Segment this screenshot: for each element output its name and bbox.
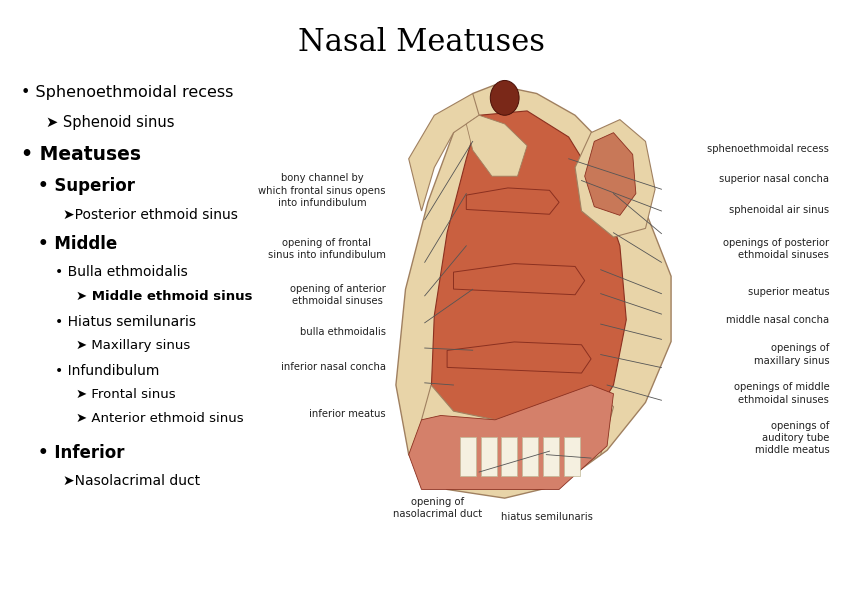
Text: • Sphenoethmoidal recess: • Sphenoethmoidal recess — [21, 85, 233, 100]
Text: openings of
maxillary sinus: openings of maxillary sinus — [754, 343, 829, 366]
Polygon shape — [447, 342, 591, 373]
Text: • Bulla ethmoidalis: • Bulla ethmoidalis — [55, 265, 188, 280]
Text: sphenoidal air sinus: sphenoidal air sinus — [729, 205, 829, 215]
Text: sphenoethmoidal recess: sphenoethmoidal recess — [707, 144, 829, 154]
Polygon shape — [466, 188, 559, 214]
Text: opening of
nasolacrimal duct: opening of nasolacrimal duct — [393, 496, 482, 519]
Text: bulla ethmoidalis: bulla ethmoidalis — [300, 327, 386, 337]
Polygon shape — [431, 111, 626, 481]
Text: openings of posterior
ethmoidal sinuses: openings of posterior ethmoidal sinuses — [723, 238, 829, 260]
Polygon shape — [584, 133, 636, 215]
Text: ➤Posterior ethmoid sinus: ➤Posterior ethmoid sinus — [63, 207, 238, 222]
Polygon shape — [481, 437, 497, 476]
Text: • Hiatus semilunaris: • Hiatus semilunaris — [55, 315, 195, 329]
Text: hiatus semilunaris: hiatus semilunaris — [501, 513, 594, 522]
Text: • Infundibulum: • Infundibulum — [55, 364, 159, 378]
Text: ➤ Middle ethmoid sinus: ➤ Middle ethmoid sinus — [76, 290, 253, 303]
Text: • Inferior: • Inferior — [38, 444, 125, 462]
Ellipse shape — [490, 80, 520, 115]
Polygon shape — [408, 385, 614, 489]
Text: • Middle: • Middle — [38, 235, 117, 253]
Text: Nasal Meatuses: Nasal Meatuses — [297, 27, 545, 58]
Polygon shape — [454, 263, 584, 295]
Polygon shape — [575, 120, 655, 237]
Text: ➤Nasolacrimal duct: ➤Nasolacrimal duct — [63, 474, 200, 488]
Polygon shape — [543, 437, 559, 476]
Polygon shape — [422, 385, 614, 481]
Text: superior nasal concha: superior nasal concha — [719, 174, 829, 184]
Text: • Meatuses: • Meatuses — [21, 145, 141, 164]
Text: ➤ Maxillary sinus: ➤ Maxillary sinus — [76, 339, 190, 352]
Text: openings of middle
ethmoidal sinuses: openings of middle ethmoidal sinuses — [733, 382, 829, 405]
Text: ➤ Anterior ethmoid sinus: ➤ Anterior ethmoid sinus — [76, 412, 243, 425]
Text: bony channel by
which frontal sinus opens
into infundibulum: bony channel by which frontal sinus open… — [258, 173, 386, 208]
Polygon shape — [466, 115, 527, 176]
Text: inferior meatus: inferior meatus — [309, 409, 386, 419]
Polygon shape — [522, 437, 538, 476]
Text: ➤ Sphenoid sinus: ➤ Sphenoid sinus — [46, 114, 175, 130]
Text: opening of frontal
sinus into infundibulum: opening of frontal sinus into infundibul… — [268, 238, 386, 260]
Text: inferior nasal concha: inferior nasal concha — [280, 362, 386, 371]
Polygon shape — [460, 437, 476, 476]
Text: openings of
auditory tube
middle meatus: openings of auditory tube middle meatus — [754, 421, 829, 455]
Text: ➤ Frontal sinus: ➤ Frontal sinus — [76, 388, 175, 401]
Polygon shape — [396, 85, 671, 498]
Text: superior meatus: superior meatus — [748, 287, 829, 297]
Polygon shape — [502, 437, 518, 476]
Text: • Superior: • Superior — [38, 177, 135, 195]
Polygon shape — [408, 94, 479, 211]
Text: middle nasal concha: middle nasal concha — [727, 315, 829, 325]
Text: opening of anterior
ethmoidal sinuses: opening of anterior ethmoidal sinuses — [290, 284, 386, 306]
Polygon shape — [564, 437, 580, 476]
